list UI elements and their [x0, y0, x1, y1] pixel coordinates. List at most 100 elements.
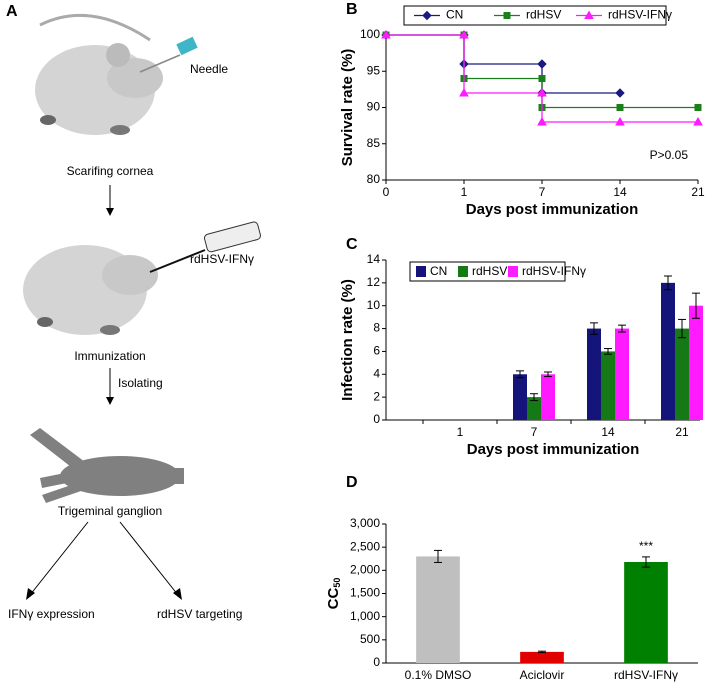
- legend-box: [403, 5, 667, 26]
- error-bar: [538, 650, 546, 654]
- y-tick-label: 1,000: [350, 609, 380, 623]
- y-label-subscript: 50: [332, 578, 342, 588]
- x-label: Days post immunization: [466, 201, 639, 218]
- error-bar: [692, 292, 700, 319]
- y-tick-label: 1,500: [350, 586, 380, 600]
- legend-swatch: [508, 266, 518, 277]
- panel-label: C: [346, 236, 358, 253]
- bar: [624, 561, 668, 663]
- legend-marker: [503, 12, 511, 19]
- data-point: [537, 116, 547, 126]
- diagram-text: Needle: [190, 62, 228, 76]
- y-label-text: Survival rate (%): [339, 49, 356, 167]
- bar: [689, 305, 703, 420]
- y-tick-label: 12: [367, 275, 381, 289]
- data-point: [616, 104, 624, 111]
- panel-label: D: [346, 474, 358, 491]
- legend-label: rdHSV: [526, 8, 561, 22]
- y-tick-label: 500: [360, 632, 380, 646]
- x-tick-label: 21: [675, 425, 689, 439]
- y-tick-label: 95: [367, 63, 381, 77]
- y-tick-label: 2,500: [350, 539, 380, 553]
- diagram-text: Immunization: [74, 349, 145, 363]
- error-bar: [434, 549, 442, 563]
- bar: [416, 556, 460, 663]
- y-tick-label: 0: [373, 655, 380, 669]
- y-tick-label: 0: [373, 412, 380, 426]
- y-tick-label: 8: [373, 321, 380, 335]
- bar: [527, 397, 541, 420]
- diagram-text: rdHSV targeting: [157, 607, 242, 621]
- error-bar: [544, 371, 552, 378]
- y-label: Survival rate (%): [339, 49, 356, 167]
- y-tick-label: 14: [367, 252, 381, 266]
- y-tick-label: 85: [367, 136, 381, 150]
- error-bar: [618, 324, 626, 333]
- y-label: Infection rate (%): [339, 279, 356, 401]
- x-tick-label: 0: [383, 185, 390, 199]
- x-tick-label: 14: [613, 185, 627, 199]
- diagram-text: rdHSV-IFNγ: [190, 252, 254, 266]
- x-tick-label: 0.1% DMSO: [405, 668, 472, 682]
- significance: ***: [639, 539, 653, 553]
- legend-box: [409, 261, 566, 282]
- bar: [675, 328, 689, 420]
- legend-swatch: [416, 266, 426, 277]
- arrow: [119, 521, 179, 596]
- data-point: [459, 87, 469, 97]
- marker-corner: [537, 59, 547, 69]
- arrow: [29, 521, 89, 596]
- bar: [601, 351, 615, 420]
- legend-label: rdHSV-IFNγ: [522, 264, 586, 278]
- y-label-text: Infection rate (%): [339, 279, 356, 401]
- legend-marker: [422, 10, 432, 21]
- bar: [587, 328, 601, 420]
- x-tick-label: rdHSV-IFNγ: [614, 668, 678, 682]
- y-tick-label: 6: [373, 344, 380, 358]
- legend-label: rdHSV-IFNγ: [608, 8, 672, 22]
- panel-label: A: [6, 3, 18, 20]
- error-bar: [642, 556, 650, 568]
- y-tick-label: 2: [373, 389, 380, 403]
- y-tick-label: 80: [367, 172, 381, 186]
- bar: [541, 374, 555, 420]
- arrowhead: [106, 397, 114, 405]
- y-tick-label: 100: [360, 27, 380, 41]
- data-point: [381, 29, 391, 39]
- legend-swatch: [458, 266, 468, 277]
- error-bar: [516, 370, 524, 379]
- arrowhead: [26, 588, 35, 600]
- y-tick-label: 4: [373, 366, 380, 380]
- x-tick-label: 1: [461, 185, 468, 199]
- x-tick-label: 7: [531, 425, 538, 439]
- bar: [661, 282, 675, 420]
- mouse-2: [23, 245, 158, 335]
- data-point: [615, 116, 625, 126]
- x-tick-label: 14: [601, 425, 615, 439]
- legend-label: CN: [430, 264, 447, 278]
- y-label: CC50: [325, 578, 342, 610]
- y-tick-label: 90: [367, 100, 381, 114]
- diagram-text: Trigeminal ganglion: [58, 504, 162, 518]
- arrowhead: [106, 208, 114, 216]
- bar: [520, 651, 564, 663]
- bar: [513, 374, 527, 420]
- legend-marker: [584, 10, 594, 19]
- survival-line: [386, 34, 620, 94]
- marker-corner: [459, 29, 469, 39]
- data-point: [694, 104, 702, 111]
- error-bar: [678, 318, 686, 339]
- error-bar: [590, 322, 598, 335]
- data-point: [693, 116, 703, 126]
- diagram-text: IFNγ expression: [8, 607, 95, 621]
- y-tick-label: 3,000: [350, 516, 380, 530]
- x-tick-label: 21: [691, 185, 705, 199]
- y-tick-label: 10: [367, 298, 381, 312]
- pipette: [149, 221, 261, 273]
- y-tick-label: 2,000: [350, 563, 380, 577]
- bar: [615, 328, 629, 420]
- legend-label: CN: [446, 8, 463, 22]
- data-point: [615, 88, 625, 98]
- arrowhead: [173, 588, 182, 600]
